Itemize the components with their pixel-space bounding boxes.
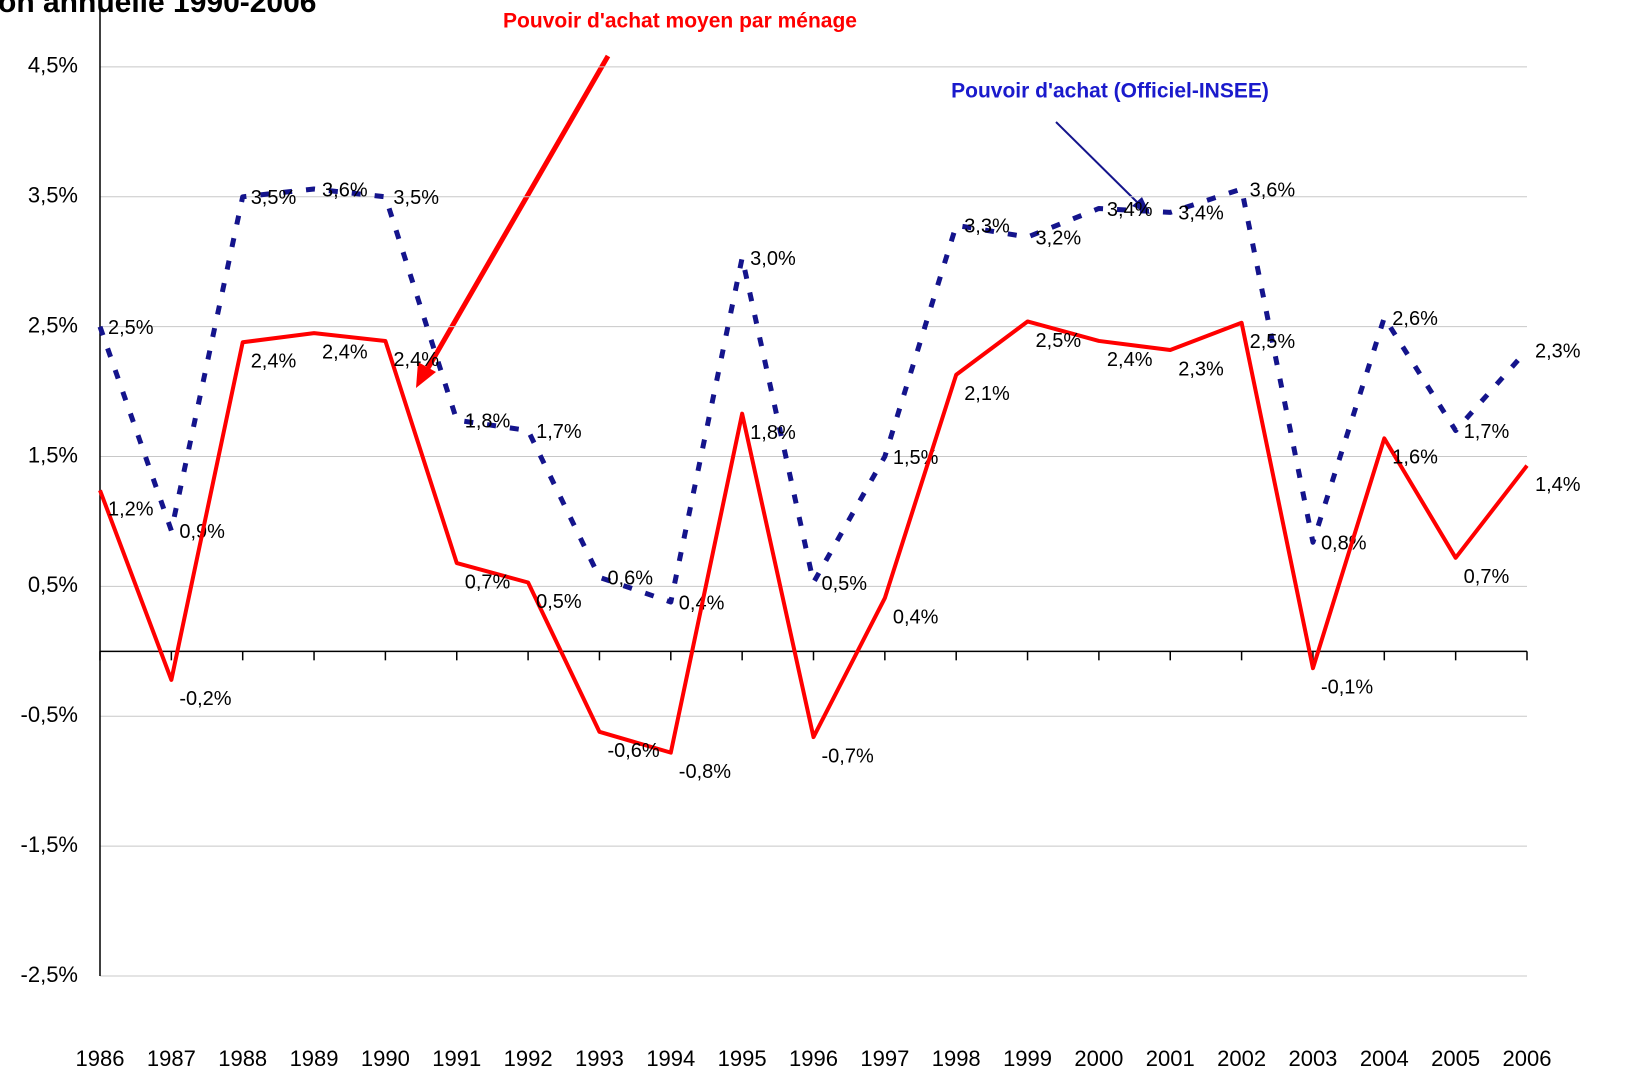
y-tick-label: -2,5% [21,962,78,987]
data-label: 0,4% [893,606,939,628]
data-label: 0,8% [1321,533,1367,555]
data-label: 1,4% [1535,474,1581,496]
x-tick-label: 2005 [1431,1046,1480,1071]
data-label: -0,7% [822,745,874,767]
x-tick-label: 1996 [789,1046,838,1071]
data-label: 0,5% [536,591,582,613]
x-tick-label: 2001 [1146,1046,1195,1071]
y-tick-label: -1,5% [21,832,78,857]
x-tick-label: 1987 [147,1046,196,1071]
y-tick-label: 0,5% [28,572,78,597]
data-label: 3,6% [322,179,368,201]
data-label: 3,6% [1250,179,1296,201]
data-label: 2,4% [393,349,439,371]
data-label: 2,4% [322,341,368,363]
x-tick-label: 1997 [860,1046,909,1071]
data-label: 2,1% [964,383,1010,405]
data-label: 3,5% [393,187,439,209]
chart-title: on annuelle 1990-2006 [0,0,317,19]
x-tick-label: 1989 [290,1046,339,1071]
data-label: 3,5% [251,187,297,209]
data-label: -0,1% [1321,676,1373,698]
y-tick-label: 1,5% [28,442,78,467]
data-label: 1,6% [1392,447,1438,469]
data-label: 3,0% [750,248,796,270]
data-label: -0,2% [179,688,231,710]
data-label: 1,7% [1464,421,1510,443]
x-tick-label: 1993 [575,1046,624,1071]
data-label: 2,3% [1535,340,1581,362]
data-label: 2,5% [1250,331,1296,353]
data-label: -0,8% [679,761,731,783]
data-label: 2,3% [1178,358,1224,380]
data-label: 0,7% [1464,566,1510,588]
data-label: 2,5% [108,317,154,339]
x-tick-label: 1999 [1003,1046,1052,1071]
data-label: 2,5% [1036,330,1082,352]
data-label: 3,4% [1107,199,1153,221]
x-tick-label: 1995 [718,1046,767,1071]
series-annotation: Pouvoir d'achat (Officiel-INSEE) [951,80,1269,103]
series-line [97,186,1529,605]
data-label: 3,2% [1036,227,1082,249]
x-tick-label: 1988 [218,1046,267,1071]
data-label: 0,7% [465,571,511,593]
data-label: 1,8% [750,422,796,444]
x-tick-label: 1994 [646,1046,695,1071]
x-tick-label: 2006 [1503,1046,1552,1071]
series-annotation: Pouvoir d'achat moyen par ménage [503,10,857,33]
data-label: 2,4% [251,351,297,373]
annotation-arrow [1055,121,1141,206]
data-label: 1,7% [536,421,582,443]
y-tick-label: 4,5% [28,53,78,78]
data-label: 1,8% [465,410,511,432]
x-tick-label: 1998 [932,1046,981,1071]
x-tick-label: 1986 [76,1046,125,1071]
data-label: 2,4% [1107,349,1153,371]
x-tick-label: 2004 [1360,1046,1409,1071]
annotation-arrowhead [416,362,436,388]
x-tick-label: 1992 [504,1046,553,1071]
y-tick-label: 2,5% [28,312,78,337]
data-label: 2,6% [1392,308,1438,330]
data-label: -0,6% [607,740,659,762]
series-line [98,319,1529,755]
x-tick-label: 2002 [1217,1046,1266,1071]
x-tick-label: 1991 [432,1046,481,1071]
x-tick-label: 1990 [361,1046,410,1071]
annotation-arrow [421,54,611,377]
x-tick-label: 2003 [1288,1046,1337,1071]
y-tick-label: 3,5% [28,183,78,208]
x-tick-label: 2000 [1074,1046,1123,1071]
y-tick-label: -0,5% [21,702,78,727]
data-label: 3,3% [964,216,1010,238]
data-label: 1,2% [108,499,154,521]
data-label: 0,6% [607,568,653,590]
data-label: 0,5% [822,573,868,595]
data-label: 3,4% [1178,203,1224,225]
